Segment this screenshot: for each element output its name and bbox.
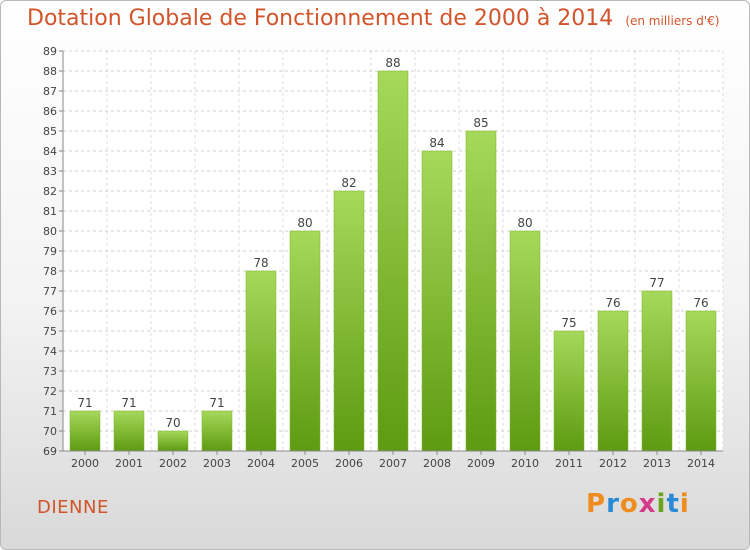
y-tick-label: 89 bbox=[43, 45, 57, 58]
x-tick-label-2002: 2002 bbox=[159, 457, 187, 470]
bar-2009 bbox=[465, 130, 497, 452]
data-label-2008: 84 bbox=[429, 136, 444, 150]
x-tick-label-2012: 2012 bbox=[599, 457, 627, 470]
y-tick-label: 71 bbox=[43, 405, 57, 418]
x-tick-label-2008: 2008 bbox=[423, 457, 451, 470]
x-tick-label-2014: 2014 bbox=[687, 457, 715, 470]
data-label-2011: 75 bbox=[561, 316, 576, 330]
data-label-2004: 78 bbox=[253, 256, 268, 270]
x-tick-label-2001: 2001 bbox=[115, 457, 143, 470]
y-tick-label: 83 bbox=[43, 165, 57, 178]
axes: 69 70 71 72 73 74 75 76 77 78 79 80 81 82 83 84 85 86 87 88… bbox=[43, 45, 723, 470]
y-tick-label: 72 bbox=[43, 385, 57, 398]
bar-2006 bbox=[333, 190, 365, 452]
bar-2014 bbox=[685, 310, 717, 452]
logo-letter: t bbox=[666, 489, 680, 519]
data-label-2009: 85 bbox=[473, 116, 488, 130]
data-label-2013: 77 bbox=[649, 276, 664, 290]
y-tick-label: 87 bbox=[43, 85, 57, 98]
bar-2004 bbox=[245, 270, 277, 452]
y-tick-label: 73 bbox=[43, 365, 57, 378]
x-tick-label-2011: 2011 bbox=[555, 457, 583, 470]
logo-letter: x bbox=[638, 489, 657, 519]
data-label-2010: 80 bbox=[517, 216, 532, 230]
bar-2012 bbox=[597, 310, 629, 452]
x-tick-label-2004: 2004 bbox=[247, 457, 275, 470]
y-tick-label: 74 bbox=[43, 345, 57, 358]
y-tick-label: 77 bbox=[43, 285, 57, 298]
y-tick-label: 69 bbox=[43, 445, 57, 458]
x-tick-label-2009: 2009 bbox=[467, 457, 495, 470]
bar-2010 bbox=[509, 230, 541, 452]
data-label-2003: 71 bbox=[209, 396, 224, 410]
y-tick-label: 75 bbox=[43, 325, 57, 338]
bar-2001 bbox=[113, 410, 145, 452]
y-tick-label: 78 bbox=[43, 265, 57, 278]
data-label-2001: 71 bbox=[121, 396, 136, 410]
data-label-2014: 76 bbox=[693, 296, 708, 310]
chart-title-text: Dotation Globale de Fonctionnement de 20… bbox=[27, 6, 614, 31]
y-tick-label: 79 bbox=[43, 245, 57, 258]
data-label-2012: 76 bbox=[605, 296, 620, 310]
data-label-2007: 88 bbox=[385, 56, 400, 70]
logo-letter: i bbox=[679, 489, 690, 519]
x-tick-label-2007: 2007 bbox=[379, 457, 407, 470]
bar-2005 bbox=[289, 230, 321, 452]
bar-2013 bbox=[641, 290, 673, 452]
x-tick-label-2006: 2006 bbox=[335, 457, 363, 470]
logo-letter: r bbox=[606, 489, 620, 519]
logo-letter: o bbox=[619, 489, 639, 519]
bar-2007 bbox=[377, 70, 409, 452]
data-label-2006: 82 bbox=[341, 176, 356, 190]
data-label-2002: 70 bbox=[165, 416, 180, 430]
logo-letter: P bbox=[586, 489, 607, 519]
y-tick-label: 82 bbox=[43, 185, 57, 198]
y-tick-label: 81 bbox=[43, 205, 57, 218]
bar-2008 bbox=[421, 150, 453, 452]
y-tick-label: 86 bbox=[43, 105, 57, 118]
unit-note: (en milliers d'€) bbox=[625, 14, 720, 28]
y-tick-label: 70 bbox=[43, 425, 57, 438]
proxiti-logo: Proxiti bbox=[586, 489, 690, 519]
y-tick-label: 88 bbox=[43, 65, 57, 78]
bar-2002 bbox=[157, 430, 189, 452]
x-tick-label-2005: 2005 bbox=[291, 457, 319, 470]
bar-2000 bbox=[69, 410, 101, 452]
x-tick-label-2000: 2000 bbox=[71, 457, 99, 470]
commune-name: DIENNE bbox=[37, 497, 109, 518]
x-tick-label-2003: 2003 bbox=[203, 457, 231, 470]
y-tick-label: 84 bbox=[43, 145, 57, 158]
bar-2003 bbox=[201, 410, 233, 452]
bar-2011 bbox=[553, 330, 585, 452]
data-label-2000: 71 bbox=[77, 396, 92, 410]
y-tick-label: 80 bbox=[43, 225, 57, 238]
x-tick-label-2013: 2013 bbox=[643, 457, 671, 470]
data-label-2005: 80 bbox=[297, 216, 312, 230]
x-tick-label-2010: 2010 bbox=[511, 457, 539, 470]
y-tick-label: 76 bbox=[43, 305, 57, 318]
logo-letter: i bbox=[656, 489, 667, 519]
y-tick-label: 85 bbox=[43, 125, 57, 138]
chart-title: Dotation Globale de Fonctionnement de 20… bbox=[27, 6, 719, 31]
